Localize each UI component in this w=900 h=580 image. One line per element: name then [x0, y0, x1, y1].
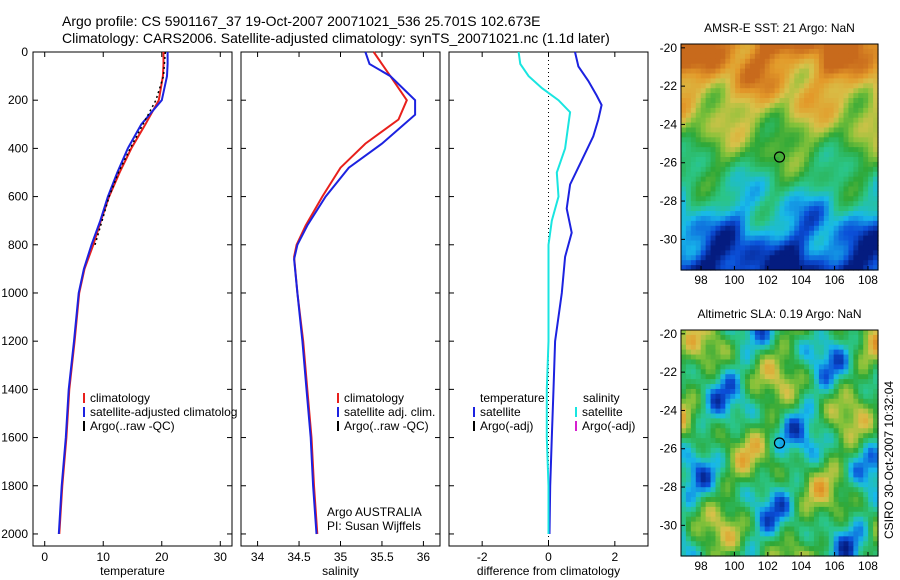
- x-tick-label: 34.5: [287, 550, 311, 564]
- map-y-tick-label: -28: [660, 480, 678, 494]
- x-axis-label: difference from climatology: [477, 564, 620, 578]
- argo-location-marker: [773, 151, 786, 163]
- x-tick-label: 36: [417, 550, 431, 564]
- map-y-tick-label: -24: [660, 403, 678, 417]
- x-axis-label: temperature: [100, 564, 165, 578]
- y-tick-label: 600: [8, 190, 28, 204]
- salinity-legend-label: climatology: [344, 391, 404, 405]
- map-x-tick-label: 106: [825, 559, 845, 573]
- note-line-1: Argo AUSTRALIA: [327, 505, 422, 519]
- salinity-legend-label: Argo(..raw -QC): [344, 419, 429, 433]
- x-tick-label: 0: [545, 550, 552, 564]
- series-line-blue: [293, 51, 417, 535]
- x-tick-label: 0: [41, 550, 48, 564]
- salinity-legend-label: satellite adj. clim.: [344, 405, 435, 419]
- series-line-blue: [57, 52, 169, 535]
- x-tick-label: 30: [214, 550, 228, 564]
- diff-right-legend-label: Argo(-adj): [582, 419, 635, 433]
- map-y-tick-label: -30: [660, 232, 678, 246]
- map-y-tick-label: -22: [660, 365, 678, 379]
- chart-title-line-1: Argo profile: CS 5901167_37 19-Oct-2007 …: [62, 13, 541, 29]
- temperature-legend-label: satellite-adjusted climatolog: [90, 405, 237, 419]
- y-tick-label: 200: [8, 93, 28, 107]
- x-tick-label: 34: [251, 550, 265, 564]
- map-y-tick-label: -30: [660, 518, 678, 532]
- map-x-tick-label: 102: [758, 273, 778, 287]
- x-tick-label: 35: [334, 550, 348, 564]
- y-tick-label: 1200: [1, 334, 28, 348]
- map-x-tick-label: 104: [791, 559, 811, 573]
- map-y-tick-label: -20: [660, 327, 678, 341]
- map-x-tick-label: 108: [858, 559, 878, 573]
- map-title: AMSR-E SST: 21 Argo: NaN: [704, 21, 855, 35]
- map-x-tick-label: 98: [694, 559, 708, 573]
- argo-location-marker: [773, 437, 786, 449]
- y-tick-label: 2000: [1, 527, 28, 541]
- y-tick-label: 800: [8, 238, 28, 252]
- map-frame: [680, 43, 879, 271]
- series-line-black: [94, 51, 167, 246]
- y-tick-label: 400: [8, 141, 28, 155]
- map-x-tick-label: 108: [858, 273, 878, 287]
- sst-map-image: [681, 44, 879, 271]
- map-x-tick-label: 106: [825, 273, 845, 287]
- y-tick-label: 1000: [1, 286, 28, 300]
- map-title: Altimetric SLA: 0.19 Argo: NaN: [697, 307, 861, 321]
- y-tick-label: 1400: [1, 382, 28, 396]
- y-tick-label: 0: [21, 45, 28, 59]
- map-x-tick-label: 100: [724, 273, 744, 287]
- plot-frame-1: [32, 51, 233, 547]
- chart-title-line-2: Climatology: CARS2006. Satellite-adjuste…: [62, 30, 610, 46]
- map-x-tick-label: 102: [758, 559, 778, 573]
- plot-frame-2: [240, 51, 441, 547]
- x-axis-label: salinity: [322, 564, 359, 578]
- map-y-tick-label: -24: [660, 117, 678, 131]
- x-tick-label: 2: [611, 550, 618, 564]
- map-x-tick-label: 104: [791, 273, 811, 287]
- temperature-legend-label: climatology: [90, 391, 150, 405]
- map-y-tick-label: -26: [660, 442, 678, 456]
- diff-left-legend-label: Argo(-adj): [480, 419, 533, 433]
- note-line-2: PI: Susan Wijffels: [327, 519, 421, 533]
- diff-legend-title-left: temperature: [480, 391, 545, 405]
- map-y-tick-label: -28: [660, 194, 678, 208]
- series-line-blue: [548, 51, 603, 535]
- series-line-cyan: [517, 51, 572, 534]
- x-tick-label: 10: [97, 550, 111, 564]
- map-y-tick-label: -22: [660, 79, 678, 93]
- y-tick-label: 1600: [1, 431, 28, 445]
- diff-legend-title-right: salinity: [583, 391, 620, 405]
- diff-left-legend-label: satellite: [480, 405, 521, 419]
- x-tick-label: 20: [155, 550, 169, 564]
- series-line-red: [58, 52, 165, 535]
- sla-map-image: [681, 330, 879, 557]
- x-tick-label: -2: [477, 550, 488, 564]
- map-y-tick-label: -26: [660, 156, 678, 170]
- credit-text: CSIRO 30-Oct-2007 10:32:04: [882, 381, 896, 539]
- map-y-tick-label: -20: [660, 41, 678, 55]
- diff-right-legend-label: satellite: [582, 405, 623, 419]
- map-frame: [680, 329, 879, 557]
- temperature-legend-label: Argo(..raw -QC): [90, 419, 175, 433]
- y-tick-label: 1800: [1, 479, 28, 493]
- map-x-tick-label: 100: [724, 559, 744, 573]
- x-tick-label: 35.5: [370, 550, 394, 564]
- map-x-tick-label: 98: [694, 273, 708, 287]
